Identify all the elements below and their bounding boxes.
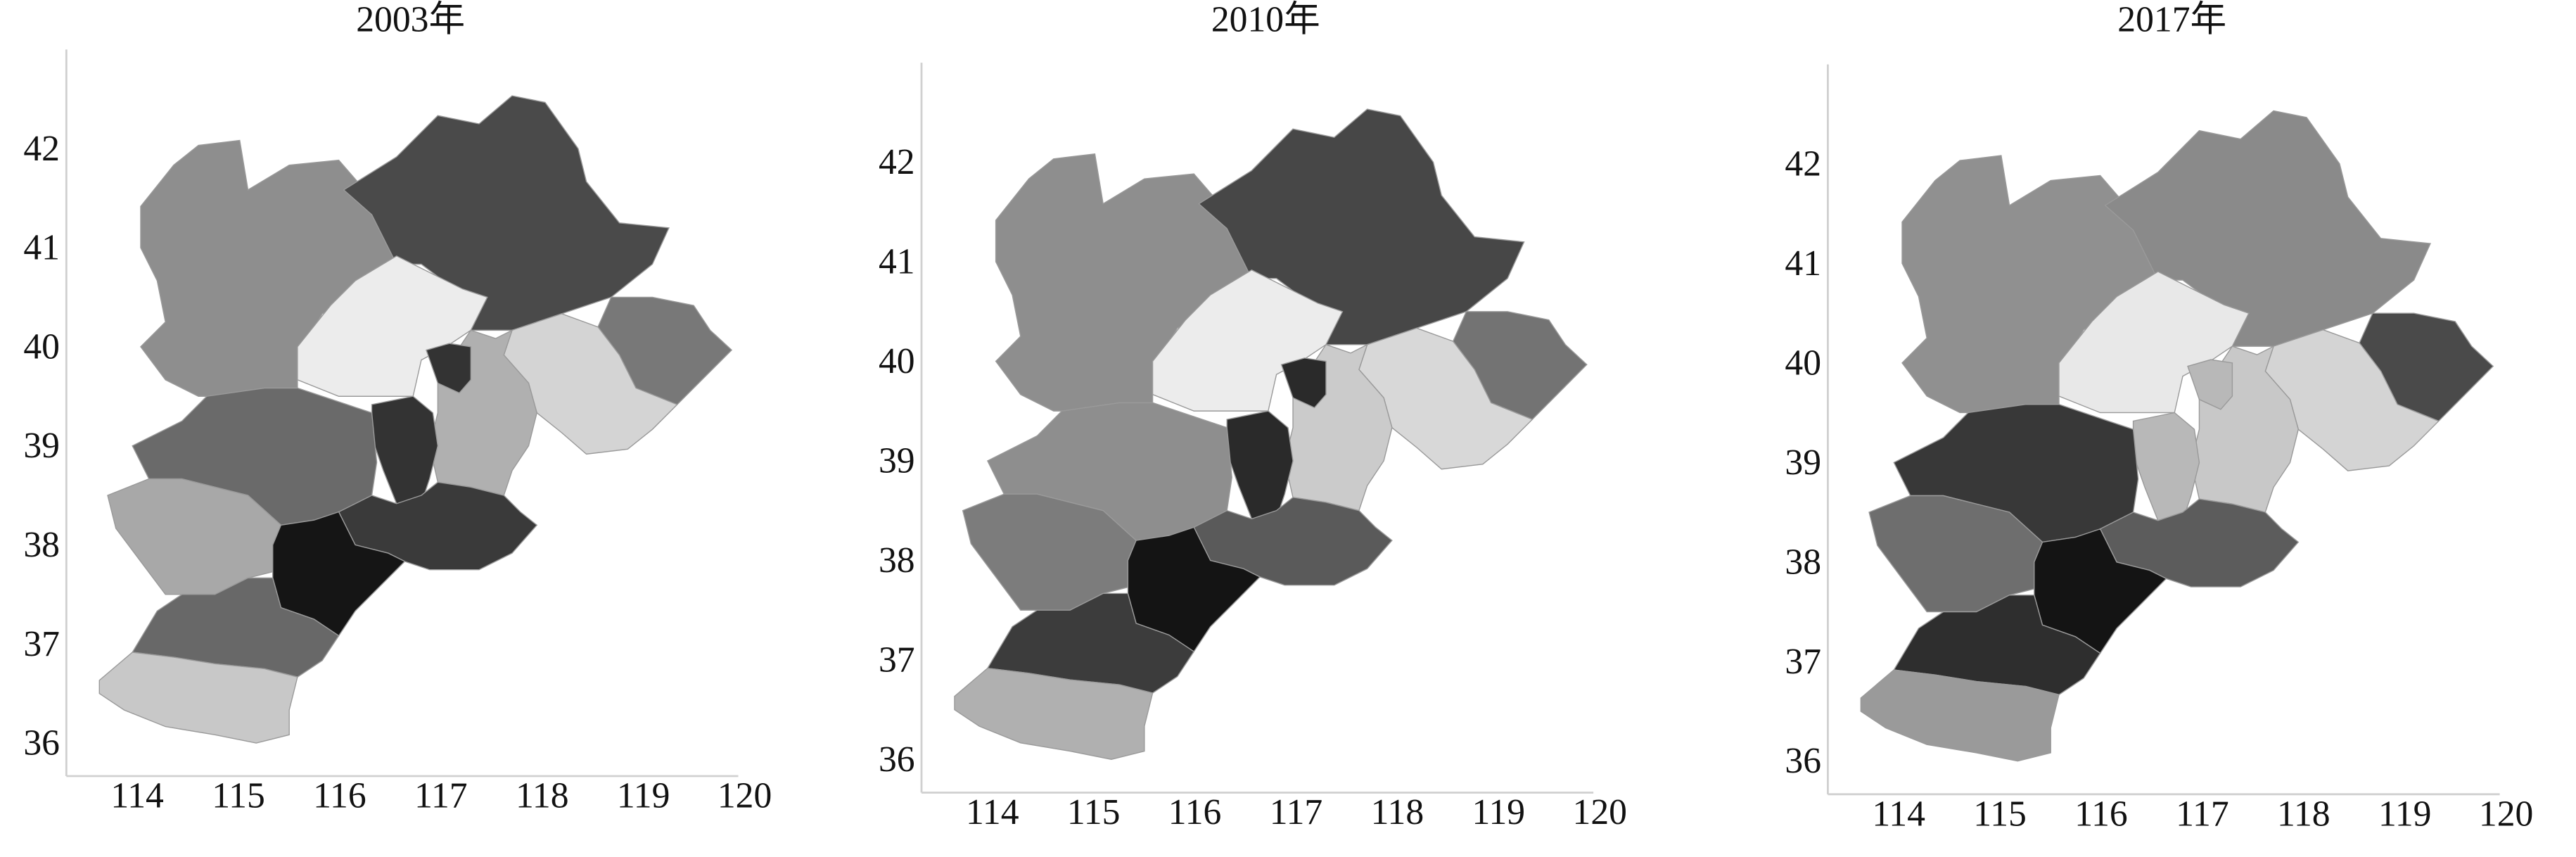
region bbox=[2104, 110, 2432, 347]
y-tick-label: 39 bbox=[879, 440, 915, 481]
map-title: 2003年 bbox=[356, 0, 465, 40]
x-tick-label: 114 bbox=[966, 792, 1019, 832]
y-tick-label: 37 bbox=[23, 624, 60, 664]
x-tick-label: 118 bbox=[516, 776, 569, 816]
x-tick-label: 116 bbox=[1168, 792, 1222, 832]
x-tick-label: 117 bbox=[1270, 792, 1323, 832]
x-tick-label: 116 bbox=[313, 776, 366, 816]
y-tick-label: 36 bbox=[879, 739, 915, 780]
x-tick-label: 114 bbox=[1872, 794, 1925, 834]
y-tick-label: 41 bbox=[1785, 243, 1821, 284]
region bbox=[954, 668, 1154, 761]
x-tick-label: 120 bbox=[718, 776, 772, 816]
y-tick-label: 38 bbox=[1785, 542, 1821, 582]
region bbox=[98, 652, 298, 744]
x-tick-label: 117 bbox=[2176, 794, 2229, 834]
region bbox=[995, 153, 1253, 412]
y-tick-label: 42 bbox=[23, 129, 60, 169]
map-title: 2010年 bbox=[1211, 0, 1320, 40]
x-tick-label: 119 bbox=[1472, 792, 1526, 832]
x-tick-label: 120 bbox=[2479, 794, 2533, 834]
region bbox=[2099, 498, 2300, 588]
region bbox=[426, 343, 472, 394]
y-tick-label: 41 bbox=[879, 242, 915, 282]
region bbox=[1280, 357, 1327, 409]
x-tick-label: 119 bbox=[617, 776, 670, 816]
x-tick-label: 117 bbox=[414, 776, 468, 816]
region bbox=[1198, 108, 1525, 345]
y-tick-label: 37 bbox=[879, 640, 915, 680]
x-tick-label: 116 bbox=[2074, 794, 2128, 834]
region bbox=[1193, 497, 1393, 586]
y-tick-label: 36 bbox=[1785, 741, 1821, 781]
region bbox=[140, 139, 397, 397]
y-tick-label: 38 bbox=[23, 525, 60, 565]
y-tick-label: 40 bbox=[23, 326, 60, 367]
region bbox=[338, 481, 538, 571]
region bbox=[343, 95, 670, 331]
y-tick-label: 36 bbox=[23, 723, 60, 763]
region bbox=[1226, 410, 1294, 520]
y-tick-label: 37 bbox=[1785, 642, 1821, 682]
x-tick-label: 114 bbox=[110, 776, 164, 816]
x-tick-label: 118 bbox=[2277, 794, 2330, 834]
x-tick-label: 115 bbox=[1973, 794, 2027, 834]
region bbox=[1860, 669, 2060, 762]
y-tick-label: 38 bbox=[879, 540, 915, 580]
x-tick-label: 120 bbox=[1573, 792, 1627, 832]
region bbox=[1901, 155, 2159, 414]
map-title: 2017年 bbox=[2117, 0, 2226, 40]
x-tick-label: 119 bbox=[2378, 794, 2432, 834]
y-tick-label: 42 bbox=[879, 142, 915, 182]
y-tick-label: 40 bbox=[879, 341, 915, 381]
region bbox=[371, 395, 439, 504]
y-tick-label: 39 bbox=[1785, 443, 1821, 483]
region bbox=[2132, 412, 2200, 521]
y-tick-label: 42 bbox=[1785, 144, 1821, 184]
y-tick-label: 40 bbox=[1785, 343, 1821, 383]
y-tick-label: 41 bbox=[23, 228, 60, 268]
x-tick-label: 118 bbox=[1371, 792, 1424, 832]
region bbox=[2187, 359, 2233, 410]
x-tick-label: 115 bbox=[212, 776, 265, 816]
x-tick-label: 115 bbox=[1067, 792, 1121, 832]
y-tick-label: 39 bbox=[23, 426, 60, 466]
